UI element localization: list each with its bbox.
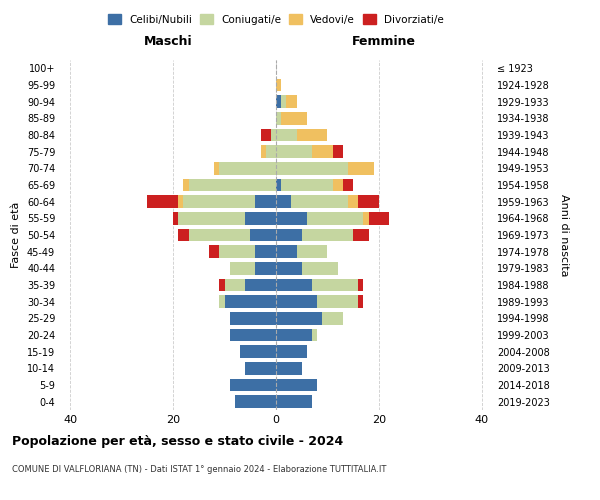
Bar (332, 179, 343, 192)
Bar (368, 212, 389, 224)
Bar (292, 196, 348, 208)
Bar (188, 179, 276, 192)
Bar (250, 229, 276, 241)
Bar (276, 229, 302, 241)
Bar (256, 196, 276, 208)
Bar (276, 396, 312, 408)
Bar (245, 212, 276, 224)
Bar (266, 146, 276, 158)
Bar (312, 329, 317, 341)
Bar (184, 179, 188, 192)
Bar (230, 312, 276, 324)
Bar (220, 296, 224, 308)
Bar (312, 146, 332, 158)
Bar (307, 212, 364, 224)
Bar (224, 296, 276, 308)
Bar (276, 246, 296, 258)
Bar (296, 246, 328, 258)
Bar (281, 112, 307, 124)
Bar (276, 162, 348, 174)
Bar (214, 162, 220, 174)
Bar (230, 329, 276, 341)
Bar (276, 79, 281, 92)
Bar (281, 96, 286, 108)
Bar (256, 246, 276, 258)
Bar (332, 146, 343, 158)
Bar (364, 212, 368, 224)
Bar (296, 129, 328, 141)
Bar (260, 146, 266, 158)
Bar (178, 212, 245, 224)
Bar (317, 296, 358, 308)
Bar (276, 112, 281, 124)
Bar (348, 196, 358, 208)
Bar (276, 296, 317, 308)
Bar (276, 96, 281, 108)
Y-axis label: Fasce di età: Fasce di età (11, 202, 21, 268)
Bar (276, 346, 307, 358)
Bar (276, 262, 302, 274)
Y-axis label: Anni di nascita: Anni di nascita (559, 194, 569, 276)
Bar (358, 196, 379, 208)
Bar (188, 229, 250, 241)
Bar (230, 379, 276, 391)
Bar (178, 196, 184, 208)
Bar (245, 362, 276, 374)
Bar (276, 362, 302, 374)
Bar (148, 196, 178, 208)
Bar (173, 212, 178, 224)
Bar (256, 262, 276, 274)
Bar (230, 262, 256, 274)
Bar (240, 346, 276, 358)
Bar (358, 296, 364, 308)
Legend: Celibi/Nubili, Coniugati/e, Vedovi/e, Divorziati/e: Celibi/Nubili, Coniugati/e, Vedovi/e, Di… (104, 10, 448, 29)
Bar (184, 196, 256, 208)
Bar (276, 129, 296, 141)
Bar (220, 162, 276, 174)
Bar (302, 229, 353, 241)
Bar (276, 179, 281, 192)
Bar (343, 179, 353, 192)
Bar (302, 262, 338, 274)
Text: Popolazione per età, sesso e stato civile - 2024: Popolazione per età, sesso e stato civil… (12, 435, 343, 448)
Bar (245, 279, 276, 291)
Bar (276, 212, 307, 224)
Bar (276, 379, 317, 391)
Bar (281, 179, 332, 192)
Bar (286, 96, 296, 108)
Bar (235, 396, 276, 408)
Bar (276, 279, 312, 291)
Bar (358, 279, 364, 291)
Text: Femmine: Femmine (352, 36, 416, 49)
Bar (220, 279, 224, 291)
Bar (220, 246, 256, 258)
Bar (178, 229, 188, 241)
Bar (322, 312, 343, 324)
Bar (312, 279, 358, 291)
Bar (209, 246, 220, 258)
Text: COMUNE DI VALFLORIANA (TN) - Dati ISTAT 1° gennaio 2024 - Elaborazione TUTTITALI: COMUNE DI VALFLORIANA (TN) - Dati ISTAT … (12, 465, 386, 474)
Bar (276, 329, 312, 341)
Bar (276, 312, 322, 324)
Bar (276, 196, 292, 208)
Bar (276, 146, 312, 158)
Bar (348, 162, 374, 174)
Bar (271, 129, 276, 141)
Bar (260, 129, 271, 141)
Bar (224, 279, 245, 291)
Text: Maschi: Maschi (143, 36, 193, 49)
Bar (353, 229, 368, 241)
